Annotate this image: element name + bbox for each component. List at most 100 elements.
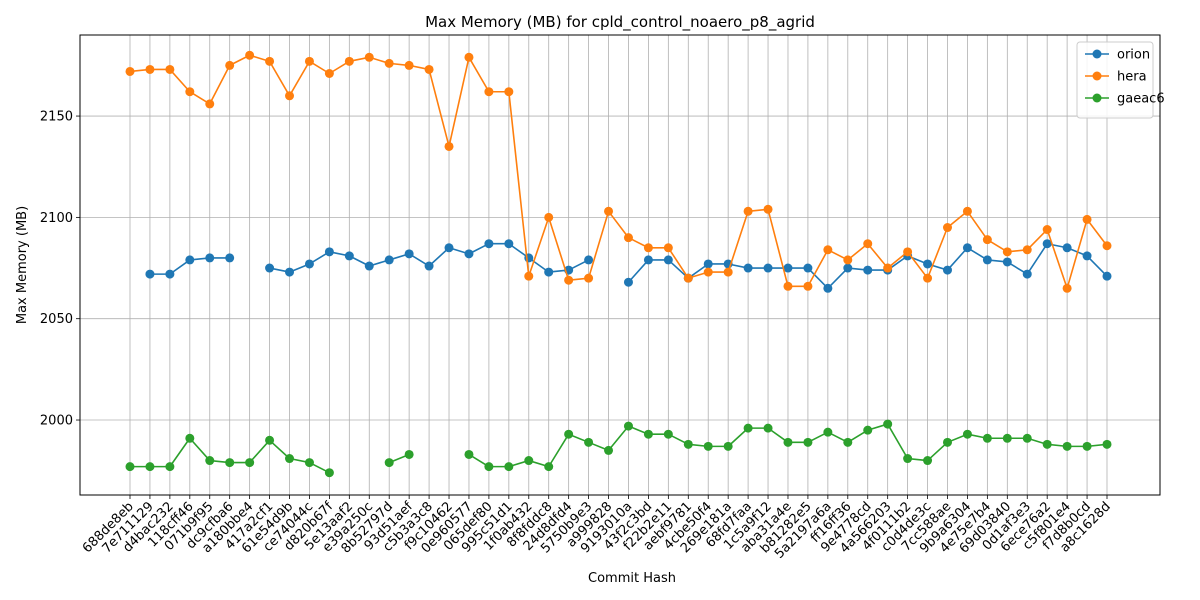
legend-marker — [1092, 93, 1102, 103]
data-point-orion — [923, 259, 933, 269]
data-point-hera — [384, 58, 394, 68]
legend-item-orion: orion — [1085, 48, 1150, 63]
data-point-orion — [384, 255, 394, 265]
data-point-orion — [1082, 251, 1092, 261]
y-axis-label: Max Memory (MB) — [15, 206, 30, 324]
data-point-gaeac6 — [165, 462, 175, 472]
data-point-orion — [424, 261, 434, 271]
data-point-orion — [484, 239, 494, 249]
data-point-orion — [464, 249, 474, 259]
data-point-gaeac6 — [285, 454, 295, 464]
data-point-hera — [285, 91, 295, 101]
data-point-orion — [743, 263, 753, 273]
data-point-gaeac6 — [643, 429, 653, 439]
data-point-orion — [1022, 269, 1032, 279]
data-point-hera — [424, 64, 434, 74]
data-point-hera — [245, 50, 255, 60]
data-point-hera — [504, 87, 514, 97]
data-point-orion — [1102, 271, 1112, 281]
series-hera — [125, 50, 1112, 293]
data-point-orion — [225, 253, 235, 263]
data-point-gaeac6 — [464, 449, 474, 459]
data-point-gaeac6 — [125, 462, 135, 472]
data-point-hera — [962, 206, 972, 216]
data-point-orion — [703, 259, 713, 269]
data-point-orion — [763, 263, 773, 273]
data-point-orion — [364, 261, 374, 271]
data-point-gaeac6 — [883, 419, 893, 429]
y-tick-label: 2100 — [40, 211, 73, 226]
data-point-gaeac6 — [484, 462, 494, 472]
data-point-hera — [843, 255, 853, 265]
data-point-orion — [504, 239, 514, 249]
series-layer — [125, 50, 1112, 478]
chart-title: Max Memory (MB) for cpld_control_noaero_… — [425, 13, 815, 32]
data-point-gaeac6 — [763, 423, 773, 433]
data-point-hera — [404, 60, 414, 70]
data-point-orion — [165, 269, 175, 279]
data-point-hera — [803, 281, 813, 291]
data-point-gaeac6 — [564, 429, 574, 439]
data-point-hera — [763, 204, 773, 214]
data-point-gaeac6 — [723, 441, 733, 451]
data-point-orion — [962, 243, 972, 253]
data-point-hera — [683, 273, 693, 283]
data-point-hera — [1102, 241, 1112, 251]
data-point-hera — [1082, 214, 1092, 224]
data-point-orion — [205, 253, 215, 263]
data-point-gaeac6 — [942, 437, 952, 447]
data-point-orion — [524, 253, 534, 263]
data-point-hera — [883, 263, 893, 273]
data-point-orion — [783, 263, 793, 273]
legend-marker — [1092, 49, 1102, 59]
data-point-hera — [205, 99, 215, 109]
data-point-hera — [923, 273, 933, 283]
data-point-gaeac6 — [145, 462, 155, 472]
data-point-hera — [743, 206, 753, 216]
data-point-gaeac6 — [863, 425, 873, 435]
data-point-orion — [982, 255, 992, 265]
data-point-gaeac6 — [923, 456, 933, 466]
data-point-orion — [185, 255, 195, 265]
x-axis: 688de8eb7e711129d4bac232118cff46071b9f95… — [80, 495, 1114, 562]
data-point-orion — [404, 249, 414, 259]
data-point-hera — [125, 66, 135, 76]
data-point-hera — [484, 87, 494, 97]
x-axis-label: Commit Hash — [588, 571, 676, 586]
data-point-hera — [324, 69, 334, 79]
data-point-gaeac6 — [1102, 439, 1112, 449]
data-point-hera — [1062, 283, 1072, 293]
data-point-orion — [265, 263, 275, 273]
data-point-orion — [942, 265, 952, 275]
data-point-gaeac6 — [1062, 441, 1072, 451]
data-point-hera — [584, 273, 594, 283]
data-point-orion — [324, 247, 334, 257]
data-point-hera — [1022, 245, 1032, 255]
data-point-hera — [464, 52, 474, 62]
data-point-gaeac6 — [584, 437, 594, 447]
data-point-gaeac6 — [663, 429, 673, 439]
data-point-gaeac6 — [324, 468, 334, 478]
data-point-hera — [364, 52, 374, 62]
data-point-hera — [185, 87, 195, 97]
data-point-hera — [564, 275, 574, 285]
data-point-orion — [584, 255, 594, 265]
series-gaeac6 — [125, 419, 1112, 478]
data-point-gaeac6 — [384, 458, 394, 468]
data-point-hera — [783, 281, 793, 291]
data-point-hera — [1002, 247, 1012, 257]
data-point-orion — [623, 277, 633, 287]
data-point-hera — [524, 271, 534, 281]
data-point-orion — [544, 267, 554, 277]
legend-label: hera — [1117, 70, 1147, 85]
data-point-orion — [344, 251, 354, 261]
data-point-gaeac6 — [404, 449, 414, 459]
data-point-hera — [823, 245, 833, 255]
legend-item-gaeac6: gaeac6 — [1085, 92, 1165, 107]
plot-frame — [79, 34, 1161, 496]
y-axis: 2000 2050 2100 2150 — [40, 110, 80, 429]
data-point-gaeac6 — [982, 433, 992, 443]
data-point-hera — [225, 60, 235, 70]
data-point-gaeac6 — [903, 454, 913, 464]
data-point-hera — [863, 239, 873, 249]
